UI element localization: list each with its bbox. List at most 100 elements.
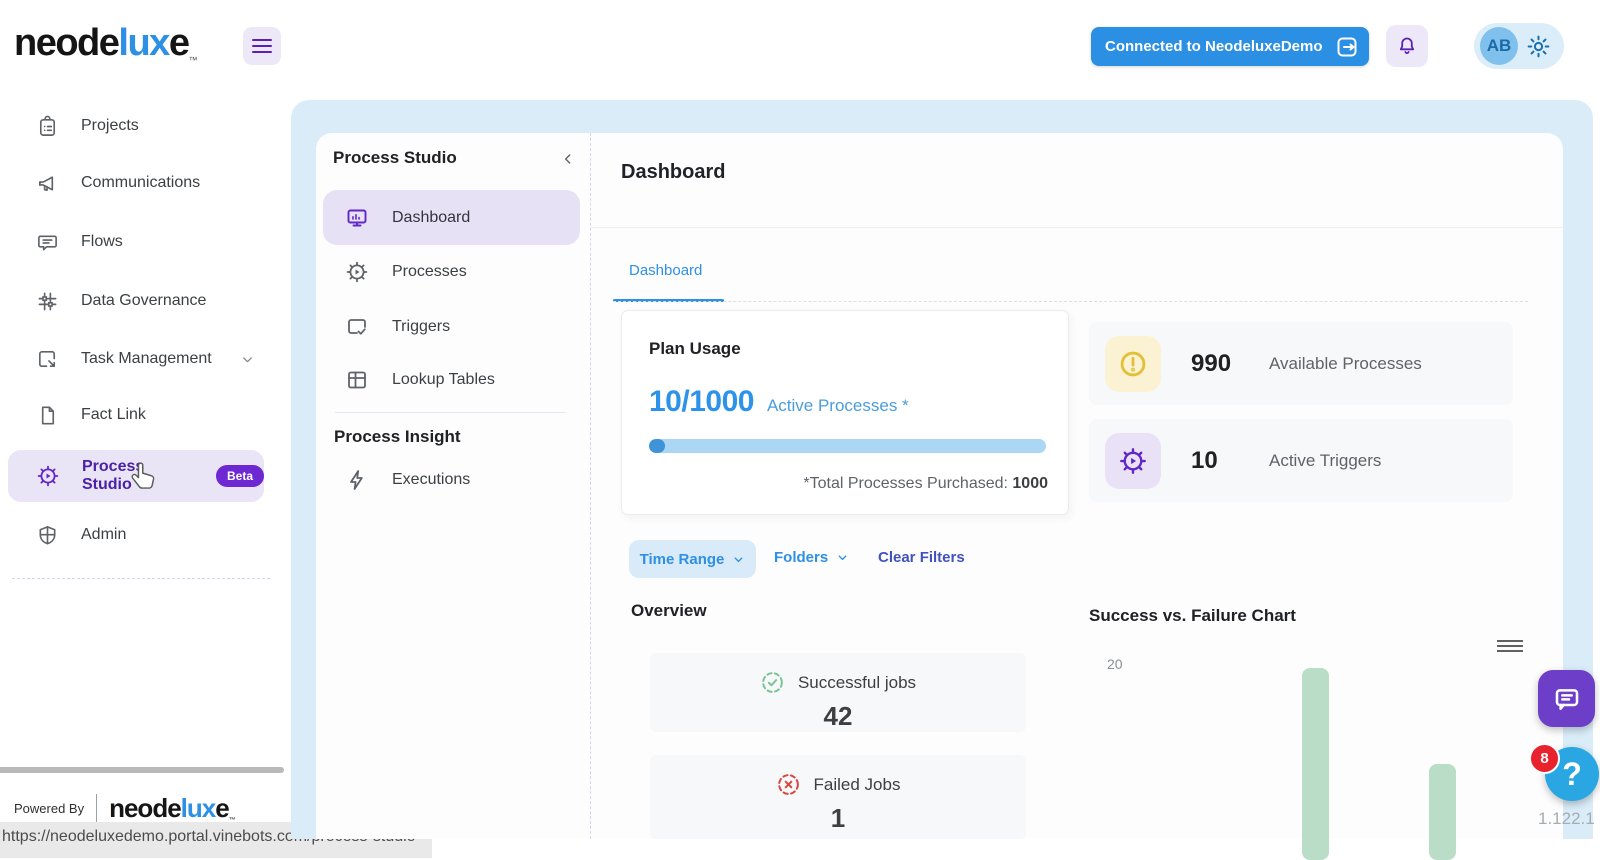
failed-jobs-label: Failed Jobs [813,774,901,794]
help-notification-badge: 8 [1529,743,1560,774]
profile-area: AB [1474,23,1564,69]
lightning-icon [345,468,369,492]
process-gear-icon [36,464,60,488]
megaphone-icon [36,172,59,195]
subsidebar-item-triggers[interactable]: Triggers [323,305,580,349]
sidebar-item-label: Process Studio [82,458,145,493]
subsidebar-item-executions[interactable]: Executions [323,458,580,502]
stat-label: Active Triggers [1269,450,1382,470]
subsidebar-item-processes[interactable]: Processes [323,250,580,294]
avatar[interactable]: AB [1480,27,1518,65]
sidebar-item-data-governance[interactable]: Data Governance [0,272,285,330]
clear-filters-button[interactable]: Clear Filters [878,549,965,566]
table-icon [345,368,369,392]
title-divider [591,227,1563,228]
sidebar-item-label: Flows [81,233,123,250]
chevron-down-icon [732,553,745,566]
subsidebar-item-label: Lookup Tables [392,371,495,388]
subsidebar-section-title: Process Insight [334,427,461,446]
shield-icon [36,524,59,547]
sidebar-item-label: Fact Link [81,406,146,423]
connected-label: Connected to NeodeluxeDemo [1105,38,1323,55]
overview-title: Overview [631,601,707,620]
logout-icon [1335,35,1359,59]
page-title: Dashboard [621,161,726,183]
subsidebar-item-label: Processes [392,263,467,280]
sidebar-item-label: Task Management [81,350,212,367]
sidebar-item-admin[interactable]: Admin [0,506,285,564]
sidebar-divider [12,578,270,579]
tab-active-underline [613,299,724,302]
connected-environment-button[interactable]: Connected to NeodeluxeDemo [1091,27,1369,66]
document-icon [36,404,59,427]
tabs-baseline [613,301,1528,302]
sidebar-item-task-management[interactable]: Task Management [0,330,285,388]
subsidebar-divider [335,412,565,413]
failed-x-icon [776,772,801,797]
subsidebar-item-label: Executions [392,471,471,488]
powered-by-label: Powered By [14,801,85,816]
chevron-down-icon [836,551,849,564]
horizontal-scrollbar[interactable] [0,767,284,773]
process-gear-icon [345,260,369,284]
stat-card-available-processes: 990 Available Processes [1089,322,1513,405]
chart-bar [1429,764,1456,860]
app-logo: neodeluxe™ [14,22,197,65]
hamburger-icon [252,39,272,41]
sidebar-item-label: Projects [81,117,139,134]
plan-usage-footnote: *Total Processes Purchased: 1000 [803,475,1048,492]
chart-title: Success vs. Failure Chart [1089,606,1296,625]
beta-badge: Beta [215,465,264,487]
settings-gear-icon[interactable] [1525,33,1552,60]
notifications-button[interactable] [1386,25,1428,67]
subsidebar-item-label: Triggers [392,318,451,335]
subsidebar-item-lookup-tables[interactable]: Lookup Tables [323,358,580,402]
bell-icon [1395,34,1419,58]
menu-toggle-button[interactable] [243,27,281,65]
task-export-icon [36,348,59,371]
plan-usage-progress [649,439,1046,453]
cursor-pointer-hand [128,461,158,493]
chevron-left-icon [560,151,576,167]
success-check-icon [760,670,785,695]
powered-by: Powered By neodeluxe™ [14,793,236,824]
chat-widget-button[interactable] [1538,670,1595,727]
chat-bubble-icon [36,231,59,254]
dashboard-main: Dashboard Dashboard Plan Usage 10/1000 A… [590,133,1563,860]
trigger-gear-icon [1105,432,1161,489]
stat-card-active-triggers: 10 Active Triggers [1089,419,1513,502]
chart-bar [1302,668,1329,860]
grid-nodes-icon [36,290,59,313]
plan-usage-progress-fill [649,439,665,453]
top-header: neodeluxe™ Connected to NeodeluxeDemo AB [0,0,1600,93]
footer-logo: neodeluxe™ [109,793,236,824]
stat-value: 990 [1191,349,1232,377]
version-label: 1.122.1 [1538,809,1595,828]
sidebar-item-label: Communications [81,174,201,191]
sidebar-item-projects[interactable]: Projects [0,97,285,155]
plan-usage-card: Plan Usage 10/1000 Active Processes * *T… [621,310,1069,515]
sidebar-item-flows[interactable]: Flows [0,213,285,271]
stat-value: 10 [1191,446,1218,474]
successful-jobs-label: Successful jobs [797,672,917,692]
sidebar-item-label: Admin [81,526,127,543]
folders-filter[interactable]: Folders [774,549,849,566]
plan-usage-caption: Active Processes * [766,396,909,415]
subsidebar-title: Process Studio [333,148,457,167]
subsidebar-item-dashboard[interactable]: Dashboard [323,190,580,245]
plan-usage-title: Plan Usage [649,339,741,358]
primary-sidebar: Projects Communications Flows Data Gover… [0,93,432,858]
chat-bubble-icon [1551,683,1583,715]
successful-jobs-card: Successful jobs 42 [650,653,1026,732]
stat-label: Available Processes [1269,353,1422,373]
chart-menu-icon[interactable] [1497,635,1523,657]
clipboard-icon [36,115,59,138]
sidebar-item-process-studio[interactable]: Process Studio Beta [8,450,264,502]
subsidebar-item-label: Dashboard [392,208,471,226]
tab-dashboard[interactable]: Dashboard [629,262,703,279]
sidebar-item-communications[interactable]: Communications [0,154,285,212]
sidebar-item-fact-link[interactable]: Fact Link [0,386,285,444]
time-range-filter[interactable]: Time Range [629,540,756,578]
failed-jobs-card: Failed Jobs 1 [650,755,1026,839]
collapse-panel-button[interactable] [555,146,581,172]
